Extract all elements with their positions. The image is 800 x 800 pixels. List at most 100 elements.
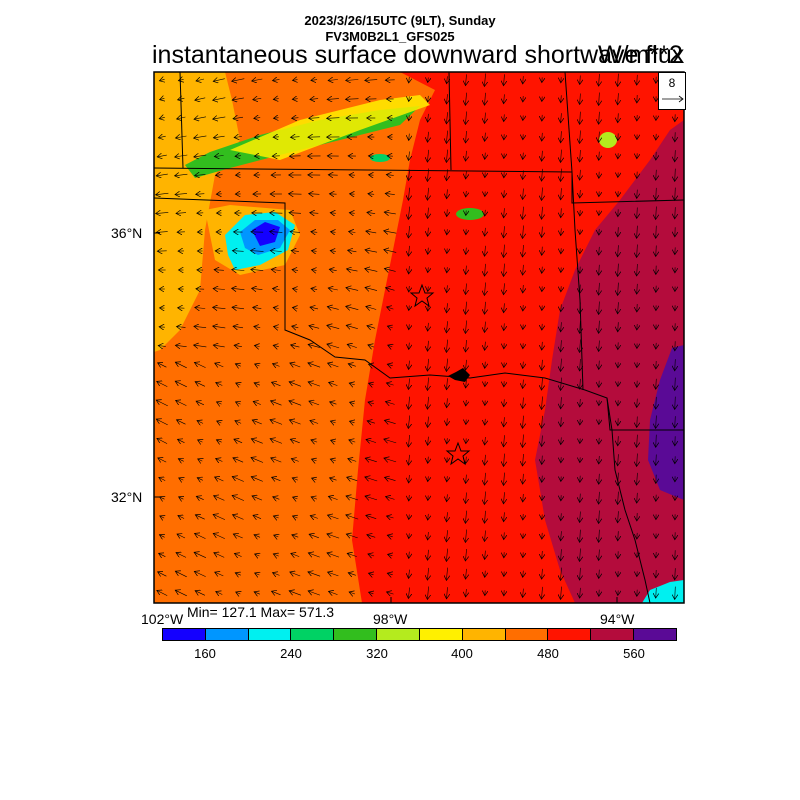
wind-vector [291,251,299,252]
wind-vector [175,362,187,369]
wind-vector [366,439,377,442]
wind-vector-field [156,73,676,600]
wind-vector [311,288,318,289]
wind-vector [293,80,298,81]
wind-vector [195,533,206,539]
wind-vector [561,437,562,444]
wind-vector [387,535,392,537]
wind-vector [504,244,505,258]
colorbar-segment [163,629,206,640]
wind-vector [195,382,206,387]
wind-vector [253,515,262,518]
wind-vector [408,187,409,201]
wind-vector [347,553,357,556]
colorbar-tick-240: 240 [280,646,302,661]
wind-vector [580,169,581,180]
wind-vector [656,169,657,180]
wind-vector [485,510,486,523]
wind-vector [234,345,242,346]
wind-vector [542,341,543,350]
wind-vector [542,226,543,238]
wind-vector [160,98,165,99]
wind-vector [409,324,410,329]
wind-vector [347,344,357,347]
wind-vector [159,553,166,556]
wind-vector [387,326,392,328]
wind-vector [270,251,282,252]
wind-vector [427,358,428,371]
wind-vector [293,289,298,290]
wind-vector [346,534,358,538]
colorbar [162,628,677,641]
wind-vector [485,132,486,142]
wind-vector [484,282,485,296]
wind-vector [466,588,467,597]
wind-vector [561,397,562,409]
wind-vector [485,112,486,124]
wind-vector [446,339,447,353]
wind-vector [291,137,300,138]
wind-vector [386,288,395,291]
wind-vector [599,455,600,464]
wind-vector [428,322,429,331]
wind-vector [409,454,410,465]
wind-vector [447,285,448,292]
wind-vector [523,397,524,409]
wind-vector [428,113,429,122]
wind-vector [196,496,204,499]
wind-vector [599,111,600,124]
colorbar-segment [548,629,592,640]
wind-vector [428,549,429,560]
wind-vector [561,95,562,102]
wind-vector [561,340,562,352]
wind-vector [523,588,524,598]
wind-vector [465,92,466,106]
wind-vector [251,439,263,444]
wind-vector [388,345,393,347]
wind-vector [485,341,486,351]
wind-vector [504,94,505,103]
wind-vector [194,117,207,119]
wind-vector [254,137,259,138]
wind-vector [215,477,224,481]
wind-vector [387,307,394,309]
wind-vector [599,282,600,295]
wind-vector [327,344,340,348]
wind-vector [485,92,486,105]
wind-vector [504,208,505,218]
wind-vector [175,155,188,157]
wind-vector [580,378,581,389]
wind-vector [504,323,505,330]
wind-vector [637,453,638,467]
wind-vector [466,339,467,352]
wind-vector [428,247,429,255]
wind-vector [466,171,467,179]
wind-vector [523,379,524,389]
wind-vector [428,436,429,446]
wind-vector [328,572,339,576]
wind-vector [327,118,340,119]
wind-vector [233,534,243,538]
wind-vector [311,232,318,233]
wind-vector [235,156,242,157]
wind-vector [561,358,562,372]
wind-vector [233,326,244,328]
wind-vector [330,421,335,423]
wind-vector [331,232,336,233]
field-crimson [535,120,684,603]
wind-vector [346,80,359,81]
wind-vector [466,74,467,85]
wind-vector [368,194,375,195]
wind-vector [523,453,524,466]
wind-vector [271,401,282,406]
wind-vector [365,287,378,290]
wind-vector [409,151,410,161]
wind-vector [485,454,486,465]
wind-vector [369,383,374,385]
wind-vector [485,570,486,578]
wind-vector [271,458,282,462]
wind-vector [580,548,581,562]
wind-vector [179,497,184,499]
wind-vector [329,591,338,594]
